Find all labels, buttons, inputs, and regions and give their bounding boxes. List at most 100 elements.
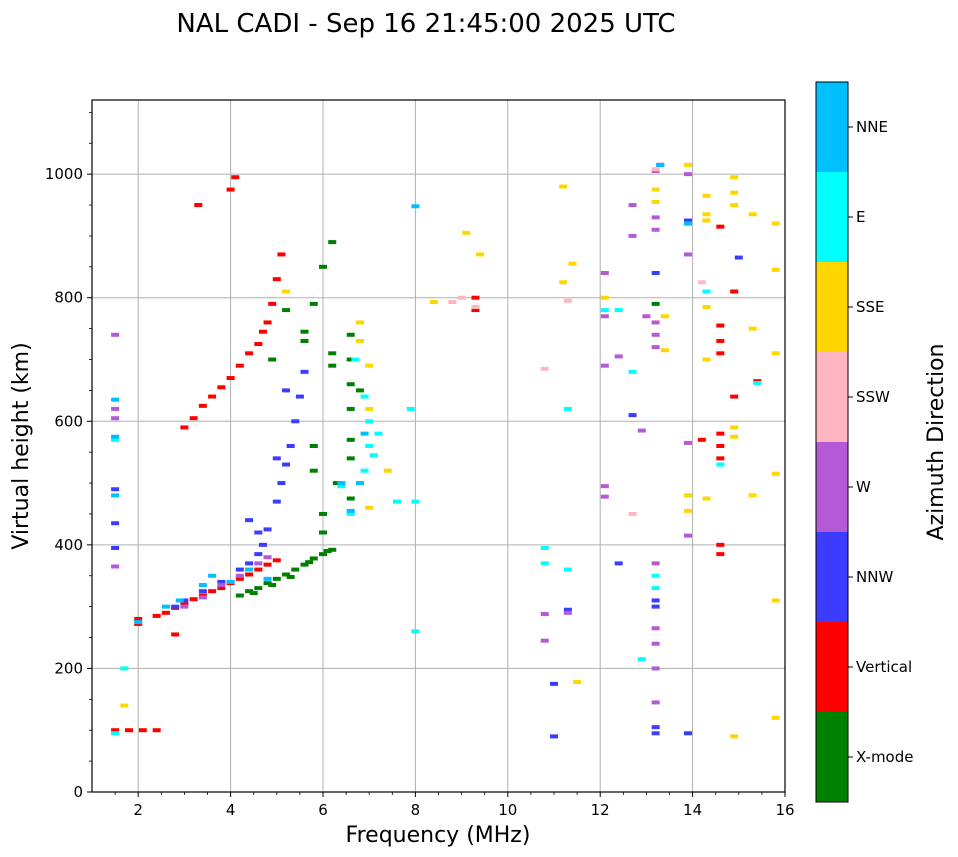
data-point-nnw xyxy=(111,545,120,550)
data-point-nne xyxy=(263,576,272,581)
data-point-nnw xyxy=(683,731,692,736)
data-point-nne xyxy=(111,493,120,498)
data-point-w xyxy=(651,666,660,671)
data-point-vertical xyxy=(716,338,725,343)
data-point-e xyxy=(351,357,360,362)
data-point-x-mode xyxy=(328,363,337,368)
x-tick-label: 8 xyxy=(411,801,421,819)
data-point-vertical xyxy=(138,728,147,733)
data-point-ssw xyxy=(697,280,706,285)
data-point-sse xyxy=(282,289,291,294)
data-point-vertical xyxy=(716,323,725,328)
data-point-x-mode xyxy=(300,562,309,567)
colorbar-title: Azimuth Direction xyxy=(924,343,949,540)
data-point-vertical xyxy=(258,329,267,334)
x-tick-label: 14 xyxy=(683,801,702,819)
data-point-nne xyxy=(656,162,665,167)
data-point-e xyxy=(406,406,415,411)
data-point-sse xyxy=(600,295,609,300)
data-point-x-mode xyxy=(300,329,309,334)
data-point-vertical xyxy=(245,572,254,577)
data-point-w xyxy=(600,314,609,319)
data-point-sse xyxy=(355,338,364,343)
data-point-vertical xyxy=(697,437,706,442)
data-point-nnw xyxy=(651,604,660,609)
data-point-e xyxy=(651,573,660,578)
colorbar-segment xyxy=(816,442,848,532)
data-point-w xyxy=(628,203,637,208)
data-point-nnw xyxy=(651,271,660,275)
data-point-w xyxy=(651,332,660,337)
data-point-nnw xyxy=(198,589,207,594)
data-point-w xyxy=(683,440,692,445)
data-point-nnw xyxy=(111,521,120,526)
data-point-sse xyxy=(651,187,660,192)
data-point-nne xyxy=(411,204,420,209)
colorbar-label: NNE xyxy=(856,118,888,136)
data-point-sse xyxy=(462,230,471,235)
data-point-nnw xyxy=(550,734,558,739)
colorbar: X-mode Vertical NNW W SSW SSE E NNE xyxy=(815,81,913,803)
data-point-nnw xyxy=(180,598,189,603)
data-point-nne xyxy=(111,397,120,402)
data-point-sse xyxy=(702,218,711,223)
data-point-e xyxy=(600,308,609,313)
y-tick-label: 400 xyxy=(54,536,83,554)
data-point-x-mode xyxy=(282,308,291,313)
data-point-x-mode xyxy=(291,567,300,572)
data-point-w xyxy=(540,638,549,643)
data-point-vertical xyxy=(194,203,203,208)
data-point-w xyxy=(651,320,660,325)
data-point-x-mode xyxy=(309,444,318,448)
data-point-vertical xyxy=(171,632,180,637)
data-point-sse xyxy=(771,221,780,226)
y-tick-label: 200 xyxy=(54,659,83,677)
data-point-sse xyxy=(355,320,364,325)
colorbar-segment xyxy=(816,622,848,712)
data-point-nne xyxy=(111,434,120,439)
data-point-e xyxy=(111,437,120,442)
x-axis-ticks: 2 4 6 8 10 12 14 16 xyxy=(114,792,795,819)
data-point-sse xyxy=(365,505,374,510)
colorbar-label: X-mode xyxy=(856,748,913,766)
y-tick-label: 600 xyxy=(54,412,83,430)
data-point-ssw xyxy=(540,366,549,371)
data-point-w xyxy=(235,573,244,578)
data-point-sse xyxy=(771,715,780,720)
data-point-sse xyxy=(771,267,780,272)
data-point-sse xyxy=(702,304,711,309)
y-axis-label: Virtual height (km) xyxy=(9,342,34,549)
data-point-w xyxy=(111,416,120,421)
data-point-w xyxy=(600,363,609,368)
data-point-vertical xyxy=(716,224,725,229)
data-point-nnw xyxy=(217,579,226,584)
data-point-e xyxy=(651,586,660,591)
data-point-w xyxy=(651,700,660,705)
data-point-vertical xyxy=(277,252,286,257)
data-point-w xyxy=(683,252,692,257)
data-point-nnw xyxy=(683,218,692,223)
data-point-x-mode xyxy=(346,496,355,501)
data-point-sse xyxy=(771,598,780,603)
data-point-vertical xyxy=(235,363,244,368)
data-point-nnw xyxy=(258,542,267,547)
data-point-nnw xyxy=(651,725,660,730)
data-point-w xyxy=(111,406,120,411)
data-point-nnw xyxy=(651,598,660,603)
data-point-nnw xyxy=(254,552,263,557)
data-point-nnw xyxy=(254,530,263,535)
data-point-nne xyxy=(337,481,346,486)
data-point-e xyxy=(365,419,374,424)
data-point-nnw xyxy=(300,369,309,374)
colorbar-label: Vertical xyxy=(856,658,912,676)
data-points xyxy=(111,162,780,739)
colorbar-segment xyxy=(816,262,848,352)
data-point-x-mode xyxy=(346,437,355,442)
chart-title: NAL CADI - Sep 16 21:45:00 2025 UTC xyxy=(176,9,675,39)
data-point-ssw xyxy=(651,167,660,172)
data-point-w xyxy=(651,641,660,646)
data-point-sse xyxy=(365,406,374,411)
data-point-w xyxy=(111,332,120,337)
data-point-sse xyxy=(683,493,692,498)
data-point-nne xyxy=(245,567,254,572)
